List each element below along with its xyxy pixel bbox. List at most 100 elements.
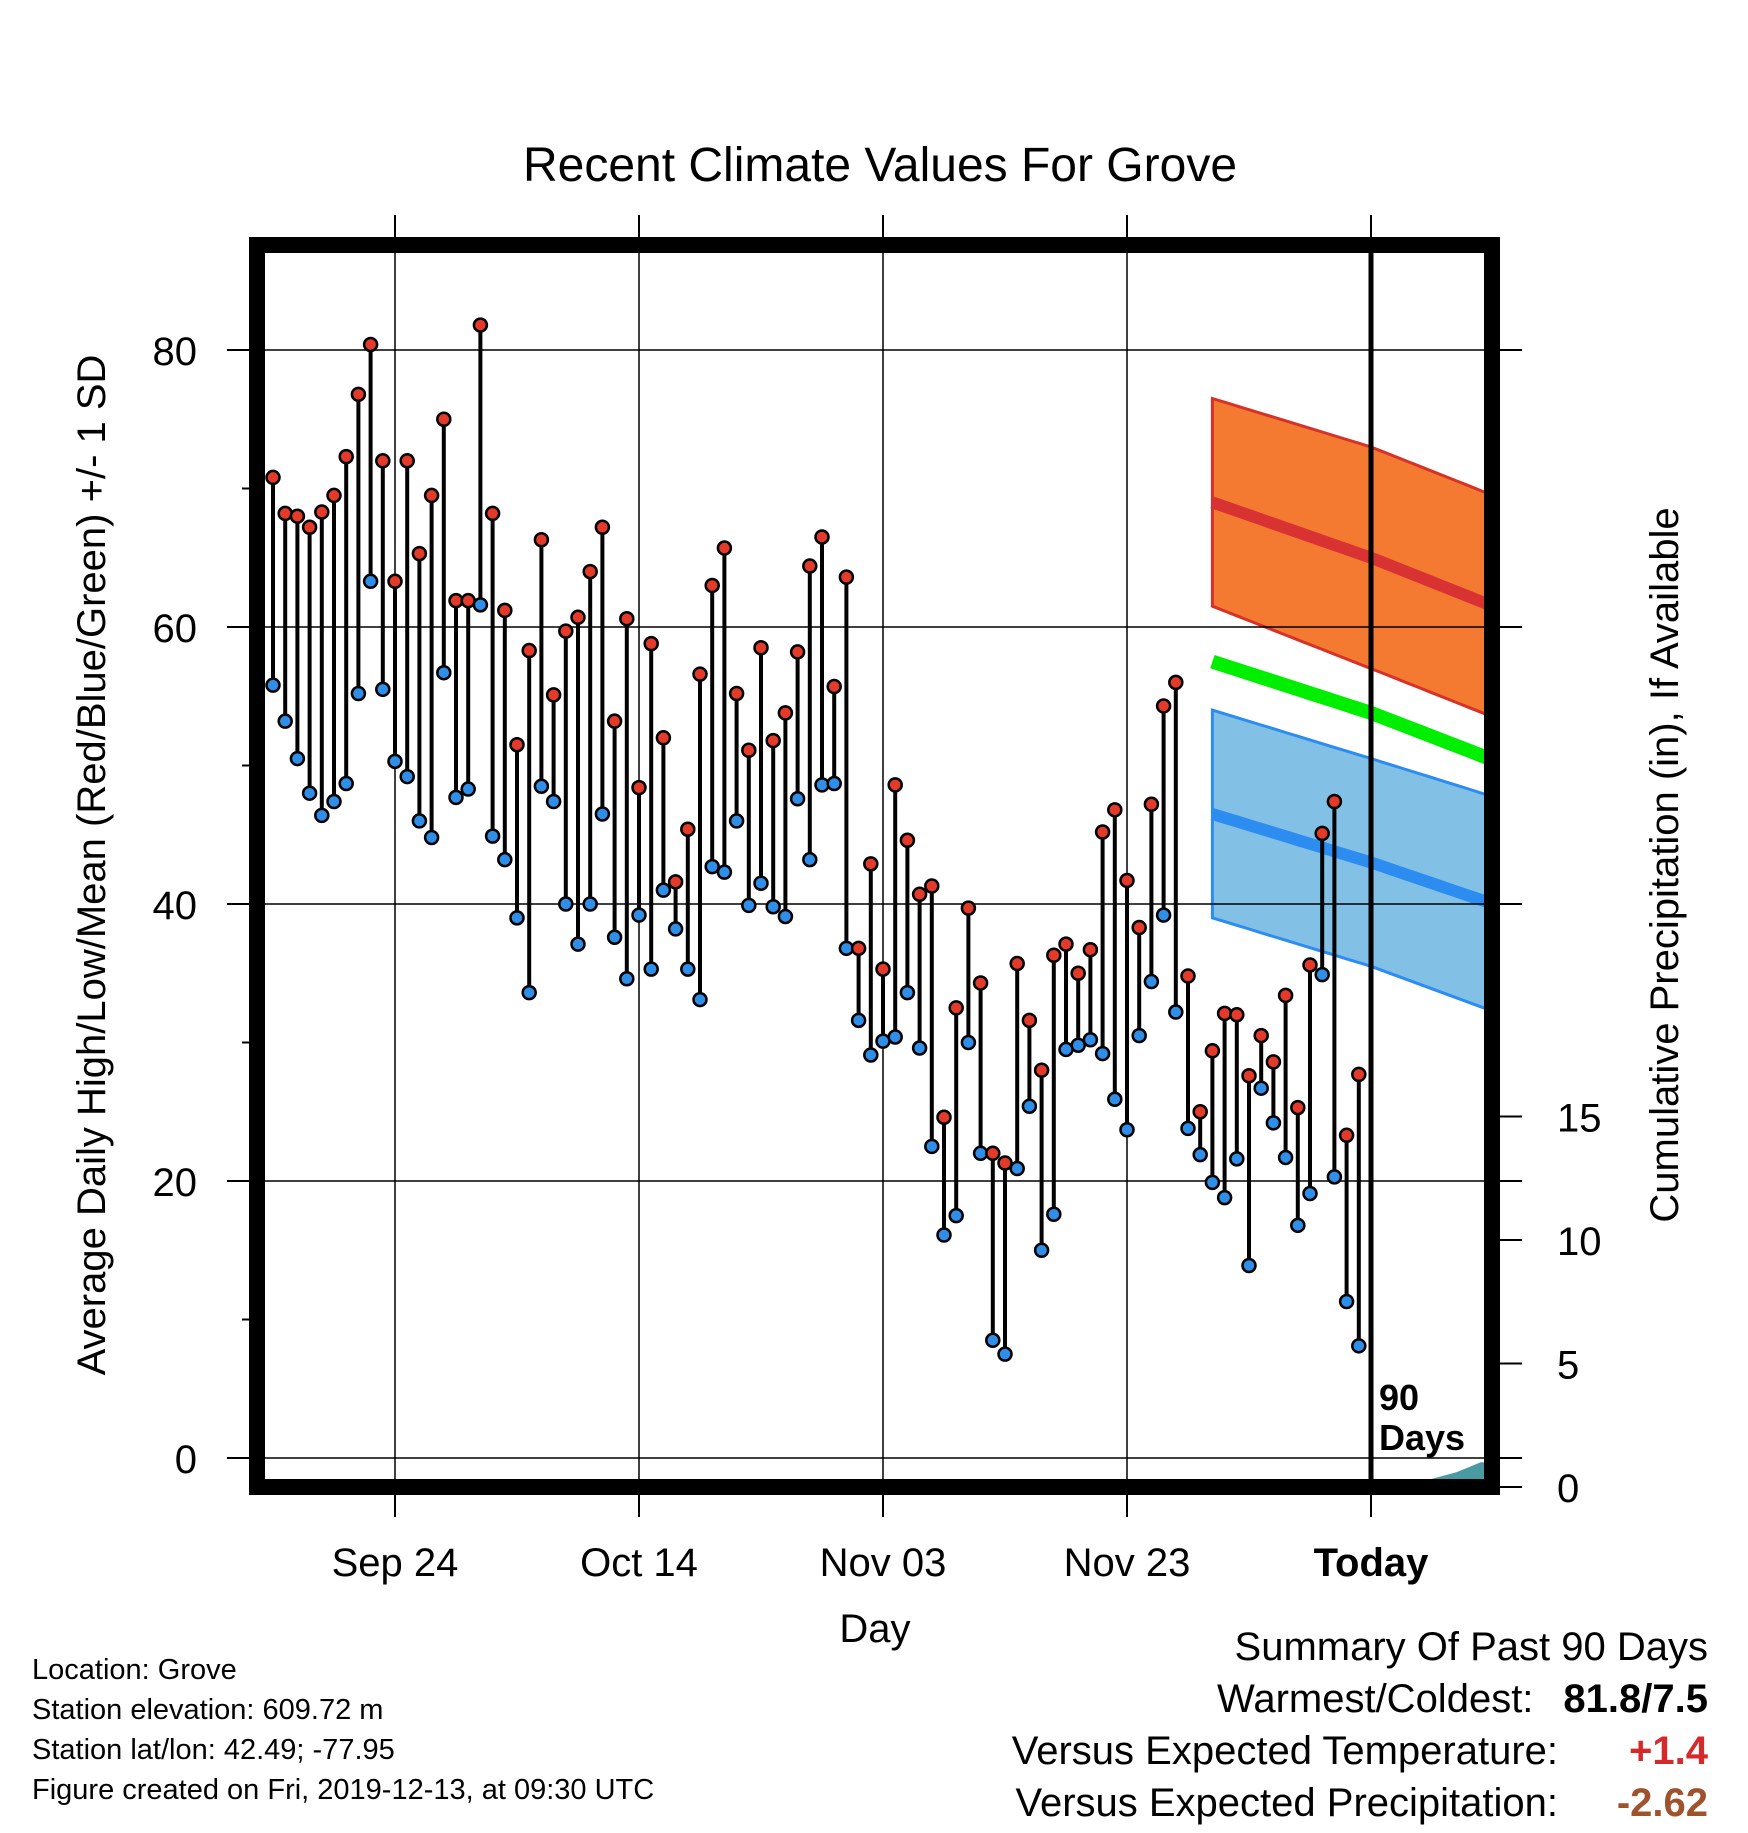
daily-low-point — [411, 813, 428, 829]
y2-tick-label: 15 — [1557, 1097, 1602, 1141]
daily-low-point — [1180, 1120, 1196, 1137]
daily-high-point — [289, 508, 306, 524]
daily-low-point — [301, 785, 318, 801]
daily-high-point — [1155, 698, 1172, 714]
daily-low-point — [924, 1138, 940, 1155]
summary-label: Warmest/Coldest: — [1217, 1677, 1534, 1721]
daily-low-point — [667, 921, 684, 937]
summary-label: Versus Expected Precipitation: — [1015, 1781, 1558, 1825]
daily-low-point — [765, 899, 781, 915]
axes: Sep 24 Oct 14 Nov 03 Nov 23 Today 0 20 40 60 80 0 5… — [70, 215, 1687, 1651]
daily-high-point — [1082, 941, 1099, 958]
daily-low-point — [753, 875, 769, 891]
plot-frame — [249, 237, 1500, 1495]
daily-low-point — [1155, 907, 1172, 923]
daily-low-point — [1326, 1169, 1343, 1185]
daily-high-point — [1277, 987, 1294, 1004]
daily-low-point — [789, 790, 806, 807]
y2-tick-label: 5 — [1557, 1344, 1579, 1388]
daily-high-point — [948, 1000, 964, 1016]
daily-low-point — [350, 685, 367, 702]
summary-value: -2.62 — [1616, 1781, 1708, 1825]
daily-high-point — [521, 642, 537, 659]
created-text: Figure created on Fri, 2019-12-13, at 09… — [32, 1774, 655, 1806]
daily-high-point — [1204, 1043, 1221, 1059]
daily-low-point — [582, 896, 598, 912]
daily-low-point — [692, 991, 708, 1008]
daily-low-point — [1046, 1206, 1062, 1222]
daily-low-point — [326, 793, 342, 810]
daily-low-point — [289, 750, 306, 767]
daily-high-point — [655, 730, 672, 746]
elevation-text: Station elevation: 609.72 m — [32, 1694, 384, 1726]
daily-high-point — [301, 519, 318, 536]
daily-low-point — [448, 789, 464, 806]
daily-low-point — [484, 828, 501, 844]
daily-low-point — [606, 929, 623, 945]
daily-high-point — [1168, 674, 1184, 691]
daily-low-point — [936, 1227, 952, 1243]
daily-low-point — [1216, 1189, 1233, 1206]
daily-high-point — [533, 531, 550, 548]
daily-high-point — [1326, 793, 1343, 810]
daily-low-point — [265, 677, 281, 693]
daily-low-point — [1338, 1293, 1355, 1310]
daily-high-point — [1180, 968, 1196, 984]
daily-low-point — [1365, 0, 1378, 7]
daily-high-point — [1070, 965, 1086, 981]
daily-high-point — [362, 336, 379, 353]
daily-low-point — [497, 851, 513, 868]
summary-row-warmest: Warmest/Coldest: 81.8/7.5 — [808, 1677, 1708, 1729]
daily-low-point — [1265, 1115, 1282, 1131]
daily-low-point — [1094, 1045, 1111, 1062]
daily-low-point — [460, 781, 476, 797]
daily-high-point — [1253, 1027, 1269, 1044]
daily-high-point — [911, 886, 928, 903]
daily-low-point — [1143, 973, 1160, 990]
daily-low-point — [911, 1040, 928, 1056]
daily-high-point — [1009, 955, 1025, 972]
daily-low-point — [655, 882, 672, 898]
daily-high-point — [558, 623, 574, 639]
daily-high-point — [1338, 1127, 1355, 1144]
daily-high-point — [936, 1109, 952, 1126]
daily-low-point — [1033, 1242, 1050, 1258]
daily-low-point — [1131, 1027, 1147, 1044]
daily-high-point — [1046, 947, 1062, 963]
daily-high-point — [423, 487, 440, 504]
daily-high-point — [387, 573, 403, 590]
daily-low-point — [899, 984, 916, 1001]
daily-high-point — [728, 685, 745, 702]
normal-low-line — [1210, 808, 1492, 911]
daily-high-point — [375, 453, 391, 469]
daily-high-point — [1143, 796, 1160, 813]
daily-high-point — [850, 940, 867, 957]
summary-value: 81.8/7.5 — [1563, 1677, 1708, 1721]
daily-low-point — [741, 897, 757, 914]
latlon-text: Station lat/lon: 42.49; -77.95 — [32, 1734, 395, 1766]
daily-high-point — [899, 832, 916, 849]
daily-low-point — [558, 896, 574, 912]
daily-low-point — [1082, 1031, 1099, 1048]
daily-low-point — [619, 971, 635, 987]
daily-high-point — [716, 540, 733, 556]
daily-low-point — [338, 775, 354, 792]
daily-high-point — [753, 640, 769, 656]
daily-high-point — [1107, 802, 1123, 818]
daily-high-point — [1131, 919, 1147, 936]
high-band — [1210, 396, 1492, 719]
daily-high-point — [1058, 936, 1074, 952]
daily-low-point — [631, 907, 647, 923]
daily-high-point — [960, 900, 977, 916]
daily-low-point — [1107, 1091, 1123, 1108]
daily-low-point — [436, 664, 452, 681]
x-tick-label: Today — [1314, 1541, 1430, 1585]
daily-low-point — [802, 851, 818, 868]
daily-low-point — [1290, 1217, 1306, 1234]
daily-low-point — [826, 775, 842, 792]
daily-low-point — [375, 681, 391, 698]
daily-low-point — [423, 829, 440, 846]
daily-low-point — [1168, 1004, 1184, 1020]
daily-low-point — [948, 1207, 964, 1224]
daily-low-point — [594, 806, 611, 822]
